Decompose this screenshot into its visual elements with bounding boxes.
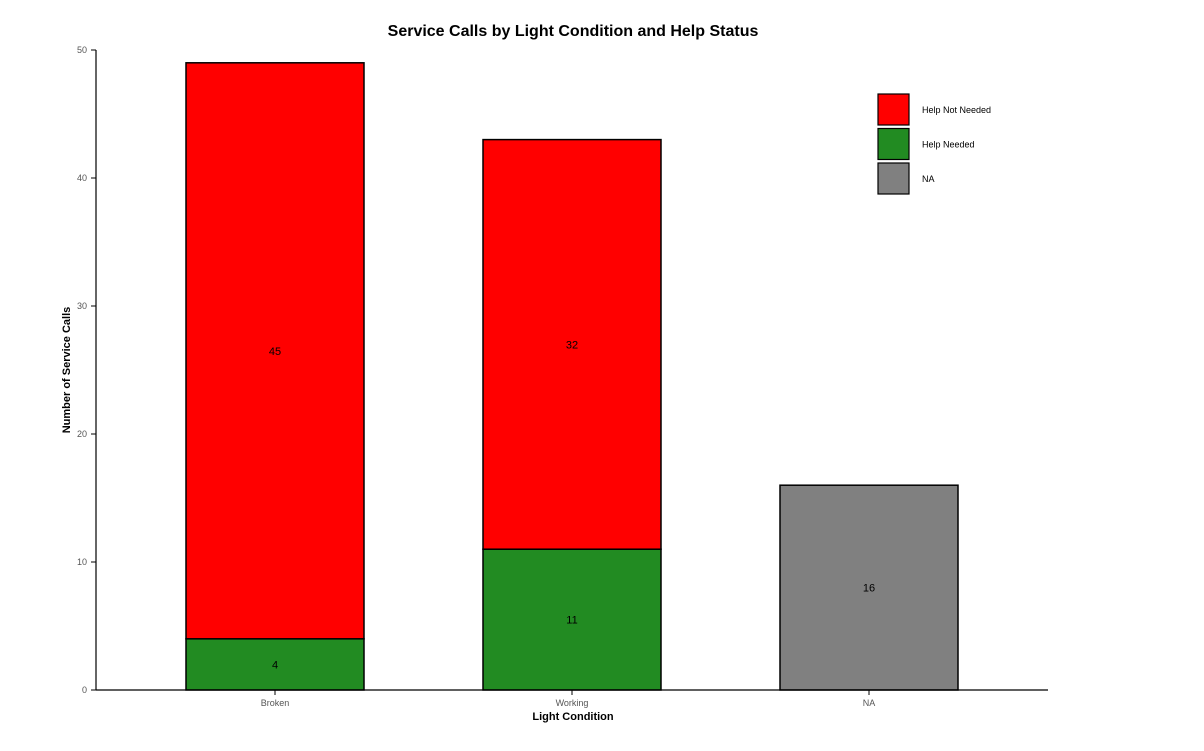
legend: Help Not Needed Help Needed NA (877, 93, 991, 195)
y-ticks-group: 0 10 20 30 40 50 (77, 45, 96, 695)
x-tick-label: NA (863, 698, 876, 708)
data-label: 45 (269, 346, 281, 358)
legend-label-help-not-needed: Help Not Needed (922, 105, 991, 115)
data-label: 32 (566, 339, 578, 351)
bar-working-help-not-needed (482, 138, 662, 550)
legend-swatch-na (877, 162, 910, 195)
y-tick-label: 0 (82, 685, 87, 695)
y-tick-label: 20 (77, 429, 87, 439)
x-tick-label: Working (556, 698, 589, 708)
x-tick-label: Broken (261, 698, 290, 708)
data-label: 4 (272, 659, 278, 671)
y-tick-label: 30 (77, 301, 87, 311)
legend-swatch-help-needed (877, 127, 910, 161)
x-axis-title: Light Condition (532, 711, 614, 723)
y-tick-label: 50 (77, 45, 87, 55)
y-tick-label: 40 (77, 173, 87, 183)
y-tick-label: 10 (77, 557, 87, 567)
chart-title: Service Calls by Light Condition and Hel… (388, 23, 759, 40)
bar-na-na (779, 484, 959, 691)
data-label: 11 (566, 615, 577, 627)
legend-label-help-needed: Help Needed (922, 140, 975, 150)
bars-group: 4 45 11 32 16 (185, 62, 959, 691)
x-ticks-group: Broken Working NA (261, 690, 876, 708)
legend-label-na: NA (922, 174, 935, 184)
bar-broken-help-not-needed (185, 62, 365, 640)
bar-broken-help-needed (185, 638, 365, 691)
legend-swatch-help-not-needed (877, 93, 910, 126)
data-label: 16 (863, 583, 875, 595)
y-axis-title: Number of Service Calls (61, 307, 73, 434)
